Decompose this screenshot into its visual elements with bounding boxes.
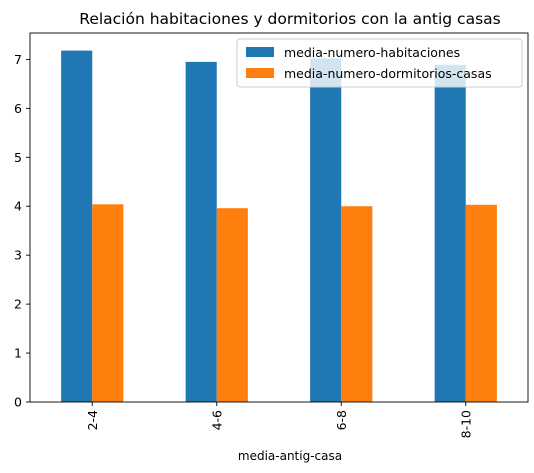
legend-swatch (246, 68, 274, 78)
y-tick-label: 7 (14, 52, 22, 67)
legend-swatch (246, 47, 274, 57)
bar-media-numero-dormitorios-casas-2-4 (92, 204, 124, 402)
bar-media-numero-habitaciones-2-4 (61, 50, 93, 402)
plot-frame (29, 32, 529, 403)
x-tick-label: 6-8 (334, 410, 349, 430)
bar-media-numero-dormitorios-casas-6-8 (341, 206, 373, 402)
y-tick-label: 0 (14, 395, 22, 410)
x-tick-label: 2-4 (85, 410, 100, 430)
bar-media-numero-habitaciones-4-6 (185, 61, 217, 403)
bar-media-numero-dormitorios-casas-8-10 (465, 204, 497, 402)
bar-media-numero-dormitorios-casas-4-6 (216, 208, 248, 402)
x-axis-label: media-antig-casa (238, 449, 342, 463)
y-tick-label: 6 (14, 101, 22, 116)
y-tick-label: 4 (14, 199, 22, 214)
legend-box (236, 38, 523, 88)
y-tick-label: 5 (14, 150, 22, 165)
legend-label: media-numero-habitaciones (284, 45, 460, 60)
chart-title: Relación habitaciones y dormitorios con … (79, 10, 500, 28)
y-tick-label: 1 (14, 346, 22, 361)
bar-media-numero-habitaciones-8-10 (434, 64, 466, 402)
x-tick-label: 4-6 (209, 410, 224, 430)
bar-media-numero-habitaciones-6-8 (310, 58, 342, 403)
y-tick-label: 2 (14, 297, 22, 312)
legend-label: media-numero-dormitorios-casas (284, 66, 492, 81)
bars-group (61, 50, 497, 403)
x-tick-label: 8-10 (458, 410, 473, 438)
y-tick-label: 3 (14, 248, 22, 263)
axes-group: 0 1 2 3 4 5 6 7 2-4 4-6 6-8 8-10 (14, 32, 529, 438)
legend: media-numero-habitaciones media-numero-do… (236, 38, 523, 88)
